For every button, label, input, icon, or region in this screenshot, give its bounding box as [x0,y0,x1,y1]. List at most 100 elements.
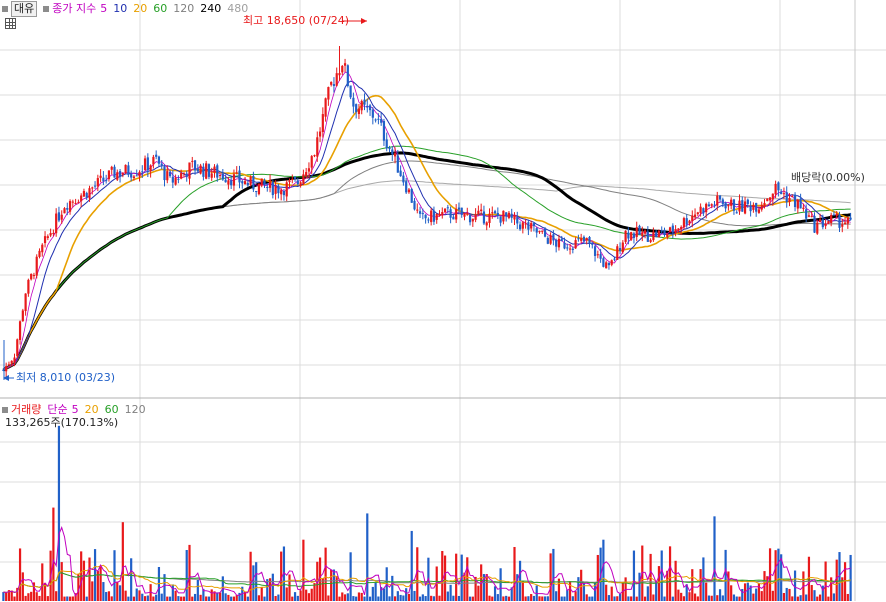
volume-bar [305,589,308,601]
volume-bar [730,585,733,601]
volume-bar [380,587,383,601]
volume-bar [110,596,113,601]
candle-body [377,118,380,120]
candle-body [274,186,277,194]
candle-body [771,193,774,200]
volume-bar [668,546,672,601]
candle-body [799,198,802,209]
candle-body [591,242,594,245]
indicator-label[interactable]: 종가 지수 [52,2,97,15]
candle-body [735,212,738,214]
candle-body [460,207,463,215]
candle-body [296,180,299,185]
candle-body [316,137,319,157]
volume-bar [449,584,452,601]
candle-body [780,191,783,194]
candle-body [493,211,497,214]
volume-bar [330,569,333,601]
candle-body [35,256,38,276]
ma-20-label[interactable]: 20 [133,2,148,15]
candle-body [96,178,99,187]
volume-bar [499,568,502,601]
volume-bar [280,551,283,601]
candle-body [5,366,8,372]
volume-bar [643,596,647,601]
volume-bar [527,596,530,601]
ma-5-label[interactable]: 5 [100,2,108,15]
volume-ma-label[interactable]: 단순 [47,403,68,416]
candle-body [746,199,749,205]
candle-body [663,230,666,235]
volume-bar [10,590,13,601]
volume-bar [632,550,636,601]
ma-480-label[interactable]: 480 [227,2,249,15]
candle-body [560,238,563,241]
volume-ma-20-label[interactable]: 20 [84,403,99,416]
volume-bar [124,590,127,601]
volume-bar [268,578,272,601]
volume-bar [191,596,194,601]
volume-ma-5-label[interactable]: 5 [71,403,79,416]
candle-body [668,227,672,233]
volume-bar [752,593,755,601]
candle-body [282,191,286,196]
volume-bar [421,594,424,601]
candle-body [71,201,74,203]
candle-body [155,154,158,157]
ma-120-label[interactable]: 120 [173,2,195,15]
candle-body [610,260,613,265]
volume-bar [193,593,197,601]
candle-body [480,209,483,212]
legend-marker-icon [43,5,50,12]
candle-body [157,156,161,164]
candle-body [238,170,241,183]
candle-body [555,239,558,247]
candle-body [796,200,799,209]
volume-bar [560,596,563,601]
candle-body [585,237,588,240]
candle-body [680,226,683,230]
candle-body [721,199,724,204]
candle-body [527,222,530,230]
volume-label[interactable]: 거래량 [11,403,42,416]
candle-body [360,100,363,111]
grid-toggle-icon[interactable] [5,18,16,29]
ma-10-label[interactable]: 10 [113,2,128,15]
candle-body [541,230,544,232]
volume-bar [71,596,74,601]
volume-ma-60-label[interactable]: 60 [104,403,119,416]
volume-bar [285,587,288,601]
volume-bar [757,583,761,601]
volume-ma-120-label[interactable]: 120 [124,403,146,416]
volume-bar [332,569,336,601]
candle-body [393,153,397,157]
volume-bar [607,595,611,601]
volume-bar [771,590,774,601]
candle-body [782,193,786,195]
candle-body [838,214,841,228]
volume-bar [616,596,619,601]
candle-body [582,236,586,242]
stock-select-button[interactable]: 대유 [11,1,38,17]
volume-bar [341,592,344,601]
volume-bar [121,522,124,601]
candle-body [168,171,172,177]
volume-bar [807,556,811,601]
candle-body [313,155,316,157]
candle-body [74,202,77,204]
candle-body [16,339,19,357]
candle-body [538,230,541,233]
volume-bar [185,550,188,601]
volume-bar [199,594,202,601]
volume-bar [846,593,849,601]
candle-body [355,104,358,113]
ma-240-label[interactable]: 240 [200,2,222,15]
volume-bar [463,572,466,601]
volume-bar [371,586,374,601]
volume-bar [777,548,780,601]
candle-body [507,212,511,218]
volume-bar [177,596,180,601]
volume-bar [735,596,738,601]
ma-60-label[interactable]: 60 [153,2,168,15]
volume-bar [91,581,94,601]
